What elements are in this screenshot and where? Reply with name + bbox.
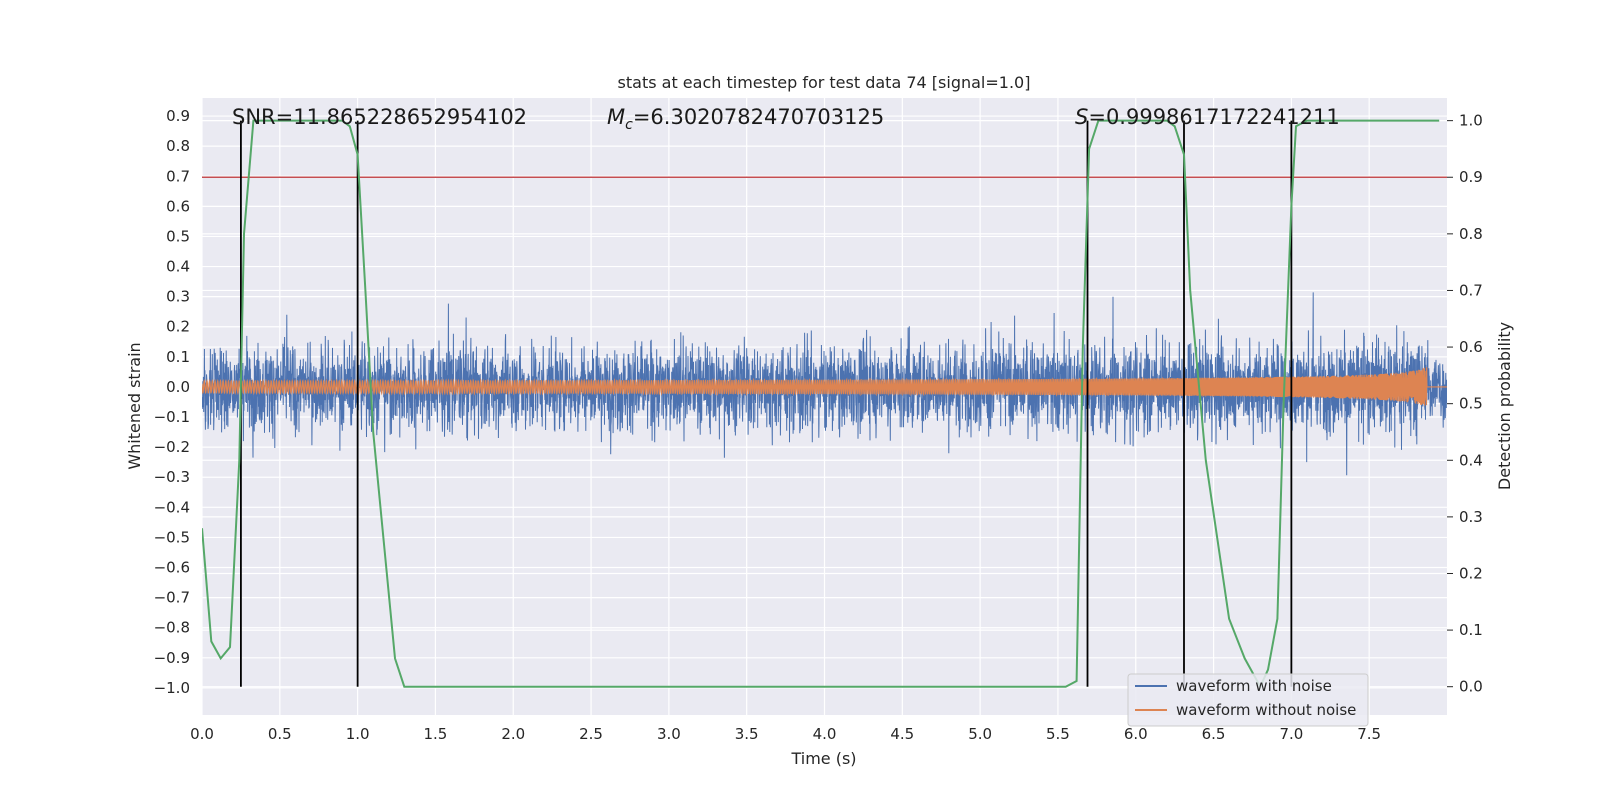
y-left-tick-label: 0.2 — [166, 318, 190, 336]
x-tick-label: 4.0 — [813, 725, 837, 743]
x-tick-label: 3.5 — [735, 725, 759, 743]
y-right-axis-ticks: 1.0 0.9 0.8 0.7 0.6 0.5 0.4 0.3 0.2 0.1 0.0 — [1447, 112, 1483, 696]
y-right-tick-label: 0.6 — [1459, 338, 1483, 356]
y-right-tick-label: 0.4 — [1459, 451, 1483, 469]
y-left-tick-label: −0.5 — [154, 528, 190, 546]
x-tick-label: 6.0 — [1124, 725, 1148, 743]
mc-value: =6.3020782470703125 — [633, 105, 884, 129]
x-tick-label: 2.0 — [501, 725, 525, 743]
y-left-tick-label: 0.4 — [166, 258, 190, 276]
y-right-axis-label: Detection probability — [1495, 322, 1514, 490]
y-left-tick-label: 0.3 — [166, 288, 190, 306]
legend-label-clean: waveform without noise — [1176, 701, 1356, 719]
s-symbol: S — [1075, 105, 1088, 129]
plot-area — [202, 119, 1447, 689]
y-right-tick-label: 0.7 — [1459, 281, 1483, 299]
y-left-tick-label: 0.0 — [166, 378, 190, 396]
y-right-tick-label: 0.0 — [1459, 678, 1483, 696]
mc-subscript: c — [625, 117, 633, 133]
y-left-tick-label: −0.4 — [154, 498, 190, 516]
y-left-tick-label: −0.3 — [154, 468, 190, 486]
y-left-tick-label: −0.2 — [154, 438, 190, 456]
y-left-tick-label: 0.9 — [166, 107, 190, 125]
score-annotation: S=0.9998617172241211 — [1075, 105, 1340, 129]
y-left-tick-label: 0.6 — [166, 197, 190, 215]
y-right-tick-label: 1.0 — [1459, 112, 1483, 130]
y-left-tick-label: 0.1 — [166, 348, 190, 366]
mc-symbol: M — [607, 105, 625, 129]
x-tick-label: 5.0 — [968, 725, 992, 743]
y-left-tick-label: −0.8 — [154, 619, 190, 637]
x-tick-label: 4.5 — [890, 725, 914, 743]
y-right-tick-label: 0.1 — [1459, 621, 1483, 639]
y-left-tick-label: 0.5 — [166, 227, 190, 245]
y-left-axis-ticks: 0.9 0.8 0.7 0.6 0.5 0.4 0.3 0.2 0.1 0.0 −0.1 −0.2 −0… — [154, 107, 190, 697]
x-tick-label: 6.5 — [1202, 725, 1226, 743]
y-left-tick-label: 0.8 — [166, 137, 190, 155]
y-right-tick-label: 0.5 — [1459, 395, 1483, 413]
y-left-tick-label: −0.7 — [154, 589, 190, 607]
y-right-tick-label: 0.9 — [1459, 168, 1483, 186]
series-waveform-without-noise — [202, 367, 1447, 406]
y-left-tick-label: −0.1 — [154, 408, 190, 426]
s-value: =0.9998617172241211 — [1088, 105, 1339, 129]
x-tick-label: 0.0 — [190, 725, 214, 743]
x-tick-label: 0.5 — [268, 725, 292, 743]
snr-annotation: SNR=11.865228652954102 — [232, 105, 527, 129]
y-right-tick-label: 0.8 — [1459, 225, 1483, 243]
x-tick-label: 7.5 — [1357, 725, 1381, 743]
y-right-tick-label: 0.2 — [1459, 564, 1483, 582]
chart-title: stats at each timestep for test data 74 … — [618, 73, 1031, 92]
x-tick-label: 1.0 — [346, 725, 370, 743]
x-tick-label: 2.5 — [579, 725, 603, 743]
y-right-tick-label: 0.3 — [1459, 508, 1483, 526]
y-left-tick-label: 0.7 — [166, 167, 190, 185]
x-axis-ticks: 0.0 0.5 1.0 1.5 2.0 2.5 3.0 3.5 4.0 4.5 5.0 5.5 6.0 6… — [190, 725, 1381, 743]
legend-label-noise: waveform with noise — [1176, 677, 1332, 695]
y-left-tick-label: −0.9 — [154, 649, 190, 667]
legend-box — [1127, 673, 1369, 727]
x-tick-label: 5.5 — [1046, 725, 1070, 743]
x-tick-label: 1.5 — [424, 725, 448, 743]
y-left-tick-label: −0.6 — [154, 559, 190, 577]
y-left-tick-label: −1.0 — [154, 679, 190, 697]
x-tick-label: 3.0 — [657, 725, 681, 743]
x-axis-label: Time (s) — [790, 749, 856, 768]
chirp-mass-annotation: Mc=6.3020782470703125 — [607, 105, 884, 133]
legend: waveform with noise waveform without noi… — [1127, 673, 1369, 727]
series-detection-probability — [202, 119, 1440, 689]
y-left-axis-label: Whitened strain — [125, 342, 144, 469]
x-tick-label: 7.0 — [1279, 725, 1303, 743]
